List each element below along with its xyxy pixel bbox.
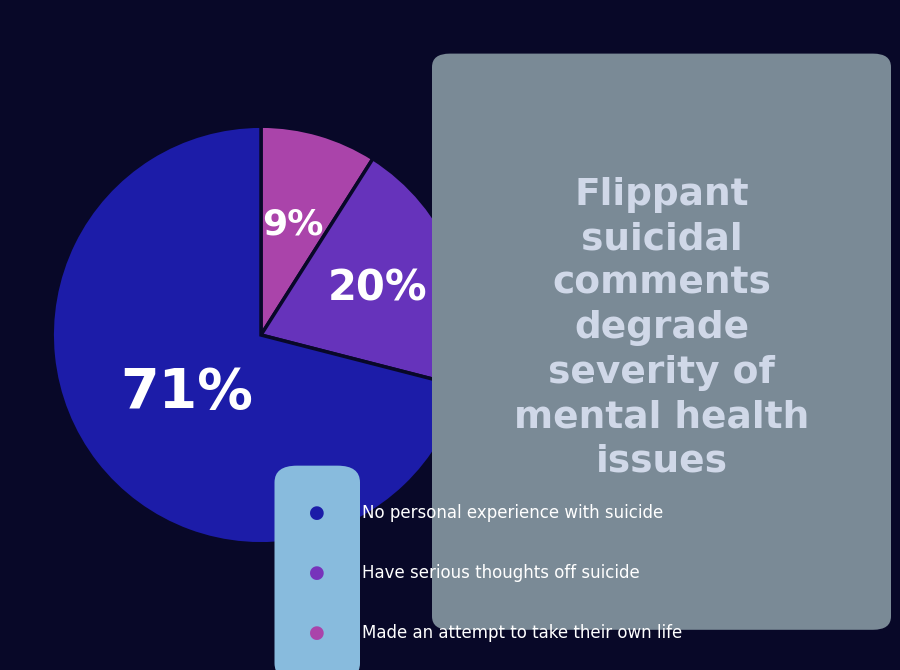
Text: Have serious thoughts off suicide: Have serious thoughts off suicide: [362, 564, 640, 582]
Text: ●: ●: [310, 624, 325, 642]
Text: No personal experience with suicide: No personal experience with suicide: [362, 504, 663, 522]
Text: 71%: 71%: [121, 366, 253, 419]
Text: Made an attempt to take their own life: Made an attempt to take their own life: [362, 624, 682, 642]
Wedge shape: [52, 126, 464, 544]
Text: 20%: 20%: [328, 268, 427, 310]
Text: Flippant
suicidal
comments
degrade
severity of
mental health
issues: Flippant suicidal comments degrade sever…: [514, 177, 809, 480]
Text: ●: ●: [310, 504, 325, 522]
Text: 9%: 9%: [263, 208, 324, 242]
Wedge shape: [261, 159, 470, 387]
Text: ●: ●: [310, 564, 325, 582]
Wedge shape: [261, 126, 373, 335]
